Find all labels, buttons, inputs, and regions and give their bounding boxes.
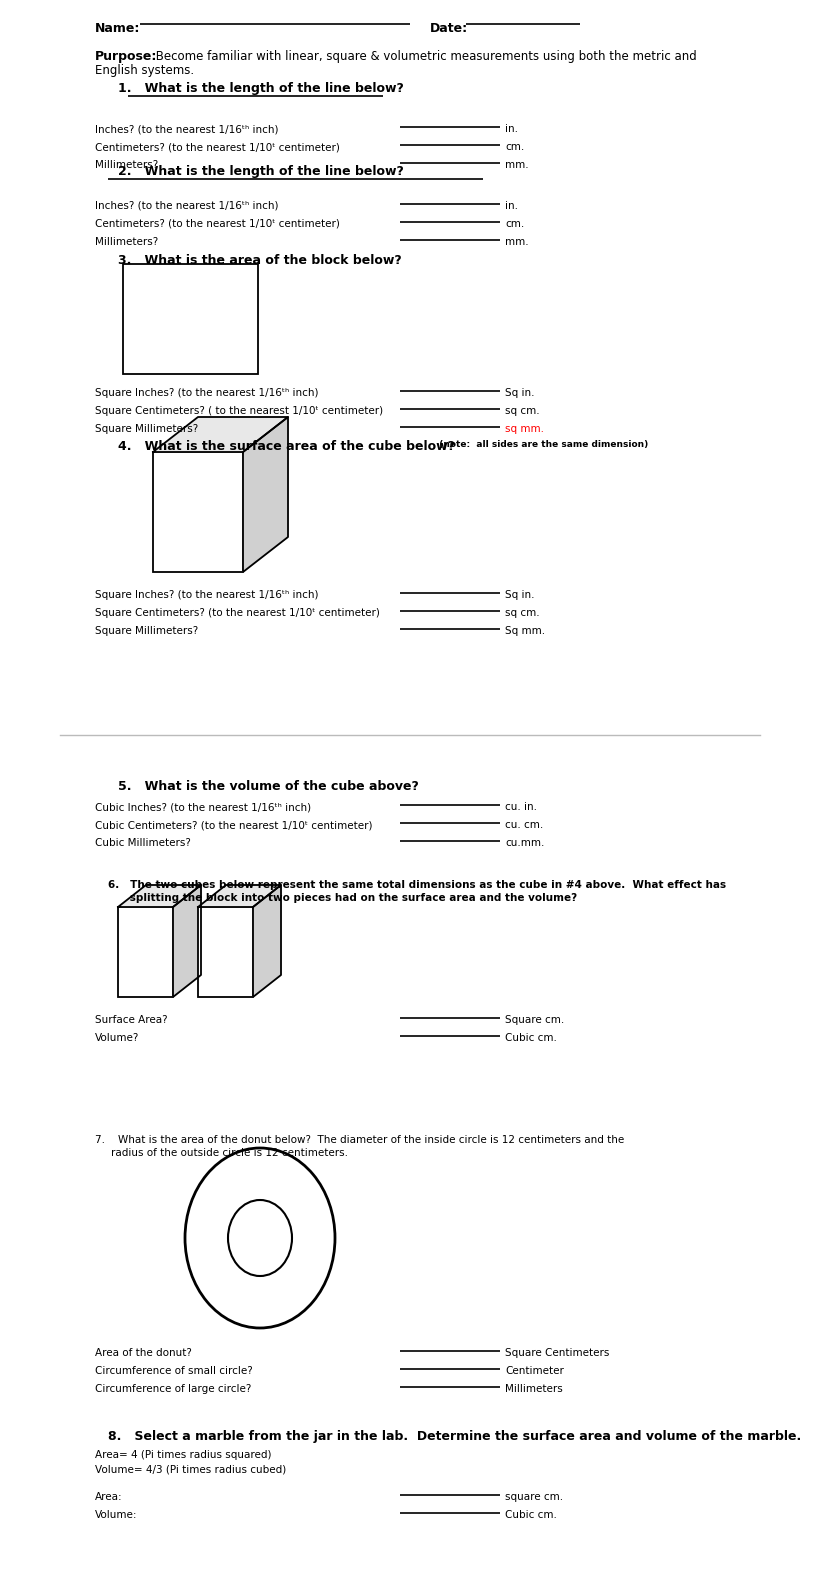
Bar (123, 263, 258, 374)
Bar (118, 907, 173, 997)
Text: Cubic Centimeters? (to the nearest 1/10ᵗ centimeter): Cubic Centimeters? (to the nearest 1/10ᵗ… (95, 820, 372, 830)
Text: splitting the block into two pieces had on the surface area and the volume?: splitting the block into two pieces had … (108, 893, 576, 904)
Text: Volume?: Volume? (95, 1033, 139, 1042)
Text: Sq in.: Sq in. (504, 388, 534, 397)
Text: Square Millimeters?: Square Millimeters? (95, 424, 198, 434)
Text: 8.   Select a marble from the jar in the lab.  Determine the surface area and vo: 8. Select a marble from the jar in the l… (108, 1430, 801, 1443)
Text: cu. cm.: cu. cm. (504, 820, 543, 830)
Text: Millimeters?: Millimeters? (95, 237, 158, 248)
Bar (198, 907, 253, 997)
Text: Centimeter: Centimeter (504, 1366, 563, 1377)
Text: (note:  all sides are the same dimension): (note: all sides are the same dimension) (433, 440, 648, 449)
Text: 4.   What is the surface area of the cube below?: 4. What is the surface area of the cube … (118, 440, 455, 453)
Polygon shape (198, 885, 280, 907)
Text: Surface Area?: Surface Area? (95, 1016, 167, 1025)
Text: Millimeters?: Millimeters? (95, 159, 158, 170)
Text: Sq in.: Sq in. (504, 590, 534, 599)
Text: cu. in.: cu. in. (504, 803, 537, 812)
Text: Volume:: Volume: (95, 1511, 137, 1520)
Text: Name:: Name: (95, 22, 141, 35)
Text: English systems.: English systems. (95, 65, 194, 77)
Polygon shape (242, 416, 288, 572)
Polygon shape (118, 885, 201, 907)
Text: sq cm.: sq cm. (504, 405, 539, 416)
Text: Centimeters? (to the nearest 1/10ᵗ centimeter): Centimeters? (to the nearest 1/10ᵗ centi… (95, 219, 339, 229)
Text: 2.   What is the length of the line below?: 2. What is the length of the line below? (118, 166, 404, 178)
Text: cu.mm.: cu.mm. (504, 837, 543, 848)
Text: square cm.: square cm. (504, 1492, 562, 1501)
Bar (153, 453, 242, 572)
Polygon shape (253, 885, 280, 997)
Text: cm.: cm. (504, 219, 523, 229)
Text: 1.   What is the length of the line below?: 1. What is the length of the line below? (118, 82, 404, 95)
Text: in.: in. (504, 125, 518, 134)
Text: Area= 4 (Pi times radius squared): Area= 4 (Pi times radius squared) (95, 1449, 271, 1460)
Text: Inches? (to the nearest 1/16ᵗʰ inch): Inches? (to the nearest 1/16ᵗʰ inch) (95, 200, 278, 211)
Polygon shape (153, 416, 288, 453)
Text: sq mm.: sq mm. (504, 424, 543, 434)
Text: 7.    What is the area of the donut below?  The diameter of the inside circle is: 7. What is the area of the donut below? … (95, 1135, 624, 1145)
Text: sq cm.: sq cm. (504, 609, 539, 618)
Text: Circumference of large circle?: Circumference of large circle? (95, 1385, 251, 1394)
Text: Circumference of small circle?: Circumference of small circle? (95, 1366, 252, 1377)
Text: 5.   What is the volume of the cube above?: 5. What is the volume of the cube above? (118, 781, 418, 793)
Text: Area of the donut?: Area of the donut? (95, 1348, 192, 1358)
Text: Sq mm.: Sq mm. (504, 626, 544, 636)
Text: Volume= 4/3 (Pi times radius cubed): Volume= 4/3 (Pi times radius cubed) (95, 1463, 286, 1474)
Text: cm.: cm. (504, 142, 523, 151)
Text: radius of the outside circle is 12 centimeters.: radius of the outside circle is 12 centi… (111, 1148, 347, 1158)
Text: Square Centimeters? ( to the nearest 1/10ᵗ centimeter): Square Centimeters? ( to the nearest 1/1… (95, 405, 383, 416)
Text: Square Millimeters?: Square Millimeters? (95, 626, 198, 636)
Text: Date:: Date: (429, 22, 467, 35)
Text: Square cm.: Square cm. (504, 1016, 563, 1025)
Text: Cubic Millimeters?: Cubic Millimeters? (95, 837, 191, 848)
Text: 3.   What is the area of the block below?: 3. What is the area of the block below? (118, 254, 401, 267)
Text: Centimeters? (to the nearest 1/10ᵗ centimeter): Centimeters? (to the nearest 1/10ᵗ centi… (95, 142, 339, 151)
Text: Cubic cm.: Cubic cm. (504, 1511, 557, 1520)
Polygon shape (173, 885, 201, 997)
Text: Become familiar with linear, square & volumetric measurements using both the met: Become familiar with linear, square & vo… (152, 50, 696, 63)
Text: Square Inches? (to the nearest 1/16ᵗʰ inch): Square Inches? (to the nearest 1/16ᵗʰ in… (95, 388, 318, 397)
Text: Square Centimeters? (to the nearest 1/10ᵗ centimeter): Square Centimeters? (to the nearest 1/10… (95, 609, 380, 618)
Text: Inches? (to the nearest 1/16ᵗʰ inch): Inches? (to the nearest 1/16ᵗʰ inch) (95, 125, 278, 134)
Text: Square Centimeters: Square Centimeters (504, 1348, 609, 1358)
Text: in.: in. (504, 200, 518, 211)
Text: Area:: Area: (95, 1492, 122, 1501)
Text: Millimeters: Millimeters (504, 1385, 562, 1394)
Text: Square Inches? (to the nearest 1/16ᵗʰ inch): Square Inches? (to the nearest 1/16ᵗʰ in… (95, 590, 318, 599)
Text: mm.: mm. (504, 159, 528, 170)
Text: Cubic Inches? (to the nearest 1/16ᵗʰ inch): Cubic Inches? (to the nearest 1/16ᵗʰ inc… (95, 803, 311, 812)
Text: Purpose:: Purpose: (95, 50, 157, 63)
Text: Cubic cm.: Cubic cm. (504, 1033, 557, 1042)
Text: 6.   The two cubes below represent the same total dimensions as the cube in #4 a: 6. The two cubes below represent the sam… (108, 880, 725, 889)
Text: mm.: mm. (504, 237, 528, 248)
